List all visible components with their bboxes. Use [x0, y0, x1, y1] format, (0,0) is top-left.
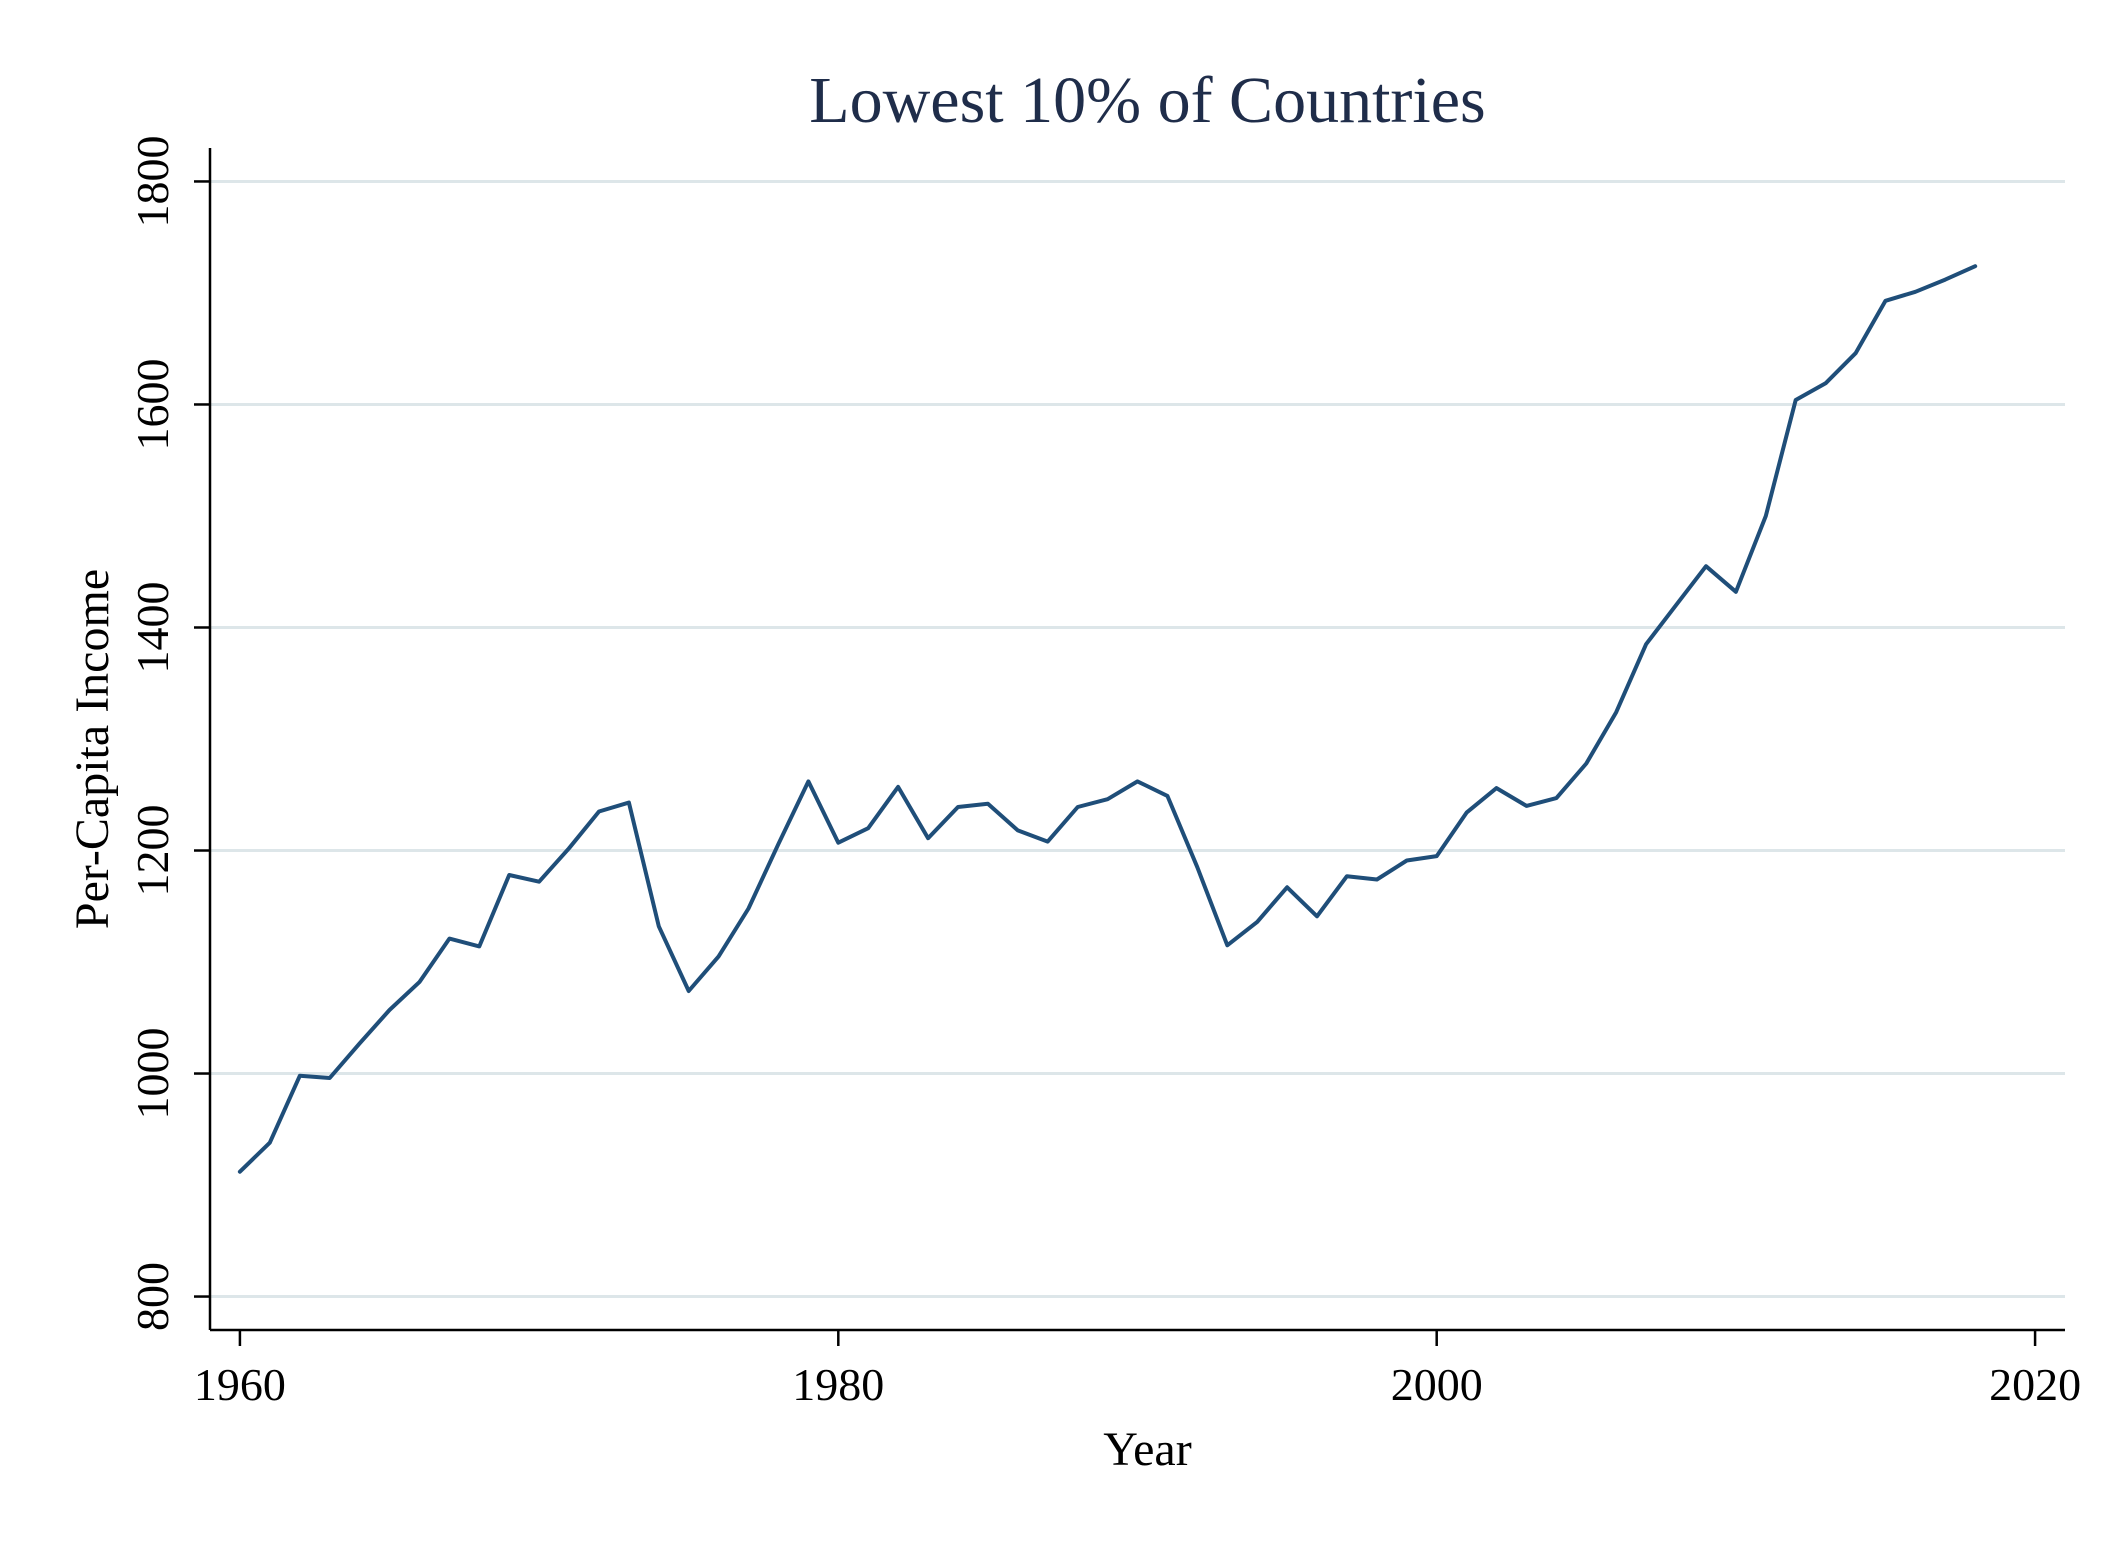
grid-lines [210, 179, 2065, 1299]
x-tick-label: 1980 [792, 1359, 884, 1410]
y-tick-label: 1000 [127, 1028, 178, 1120]
x-tick-label: 2020 [1989, 1359, 2081, 1410]
y-axis-label: Per-Capita Income [66, 569, 119, 929]
chart-title: Lowest 10% of Countries [809, 64, 1485, 137]
x-tick-label: 1960 [194, 1359, 286, 1410]
x-tick-label: 2000 [1391, 1359, 1483, 1410]
y-tick-label: 800 [127, 1262, 178, 1331]
x-axis-label: Year [1103, 1423, 1191, 1476]
y-tick-label: 1200 [127, 805, 178, 897]
y-tick-label: 1400 [127, 581, 178, 673]
y-tick-label: 1600 [127, 358, 178, 450]
axes [208, 148, 2065, 1332]
x-axis-ticks: 1960 1980 2000 2020 [194, 1330, 2081, 1410]
y-tick-label: 1800 [127, 135, 178, 227]
series-layer [237, 264, 1978, 1174]
y-axis-ticks: 800 1000 1200 1400 1600 1800 [127, 135, 210, 1331]
series-line [237, 264, 1978, 1174]
